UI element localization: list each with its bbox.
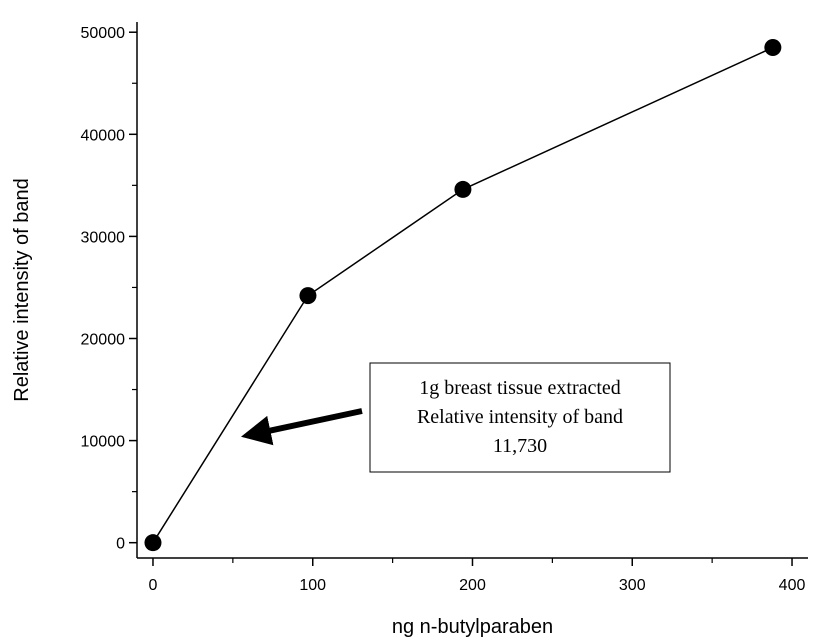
series-layer xyxy=(144,39,782,552)
annotation-text-line: Relative intensity of band xyxy=(417,406,623,428)
y-tick-label: 40000 xyxy=(81,127,126,144)
series-line xyxy=(152,46,774,544)
x-tick-label: 200 xyxy=(459,577,486,594)
y-tick-label: 20000 xyxy=(81,331,126,348)
x-tick-label: 400 xyxy=(779,577,806,594)
x-axis-title: ng n-butylparaben xyxy=(392,616,553,638)
data-point xyxy=(144,534,162,552)
y-tick-label: 0 xyxy=(116,536,125,553)
annotation-box xyxy=(369,362,671,473)
annotation-text-line: 1g breast tissue extracted xyxy=(419,377,621,399)
y-tick-label: 10000 xyxy=(81,434,126,451)
y-axis-title: Relative intensity of band xyxy=(11,178,33,401)
annotation-arrow xyxy=(240,408,363,446)
x-tick-label: 0 xyxy=(149,577,158,594)
y-tick-label: 50000 xyxy=(81,25,126,42)
x-tick-label: 300 xyxy=(619,577,646,594)
x-tick-label: 100 xyxy=(299,577,326,594)
data-point xyxy=(299,287,317,305)
y-tick-label: 30000 xyxy=(81,229,126,246)
axes: 0 100 200 300 400 0 10000 20000 30000 40000 50000 xyxy=(81,22,808,594)
data-point xyxy=(454,180,472,198)
annotation-text-line: 11,730 xyxy=(493,435,547,457)
annotation: 1g breast tissue extracted Relative inten… xyxy=(240,362,671,473)
data-point xyxy=(764,39,782,57)
